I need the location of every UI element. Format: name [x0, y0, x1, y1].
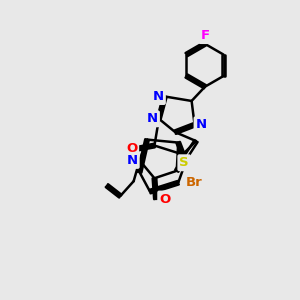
Text: N: N [196, 118, 207, 131]
Text: N: N [153, 90, 164, 103]
Text: N: N [127, 154, 138, 167]
Text: F: F [200, 29, 209, 42]
Text: N: N [147, 112, 158, 125]
Text: S: S [179, 156, 189, 169]
Text: Br: Br [186, 176, 203, 189]
Text: O: O [126, 142, 137, 155]
Text: O: O [159, 193, 170, 206]
